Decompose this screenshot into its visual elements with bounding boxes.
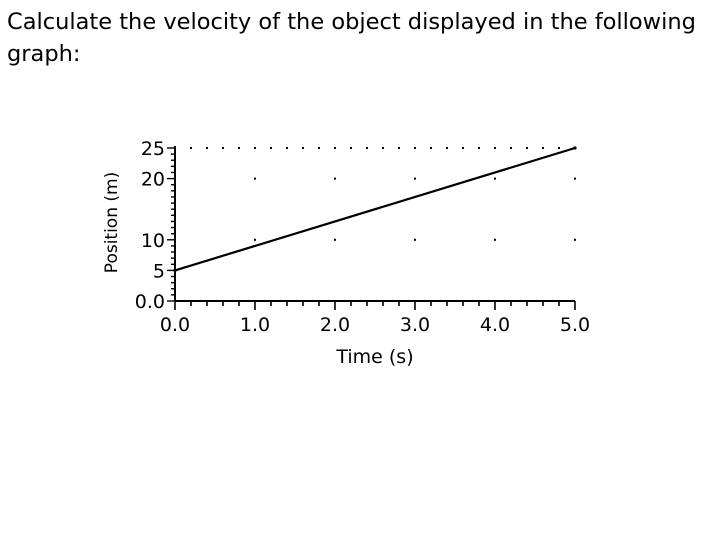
grid-dot [574, 177, 576, 180]
grid-dot [318, 147, 320, 149]
grid-dot [414, 147, 416, 149]
question-text: Calculate the velocity of the object dis… [7, 9, 696, 67]
grid-dot [414, 177, 416, 180]
grid-dot [334, 238, 336, 241]
position-time-chart: 0.0 1.0 2.0 3.0 4.0 5.0 0.0 5 10 20 25 Time (s) P… [102, 138, 590, 368]
data-point [173, 268, 177, 272]
axes [174, 146, 575, 302]
grid-dot [238, 147, 240, 149]
data-series [173, 146, 577, 272]
grid-dot [254, 238, 256, 241]
grid-dot [414, 238, 416, 241]
y-axis-label: Position (m) [102, 172, 122, 273]
series-line [174, 146, 576, 272]
grid-dot [366, 147, 368, 149]
x-tick-label: 1.0 [240, 314, 270, 336]
y-tick-label: 20 [141, 169, 165, 191]
data-point [573, 146, 577, 150]
grid-dot [206, 147, 208, 149]
x-tick-label: 4.0 [480, 314, 510, 336]
grid-dot [222, 147, 224, 149]
grid-dot [494, 238, 496, 241]
grid-dot [302, 147, 304, 149]
grid-dot [494, 177, 496, 180]
y-tick-label: 5 [153, 260, 165, 282]
x-tick-label: 5.0 [560, 314, 590, 336]
grid-dot [270, 147, 272, 149]
grid-dot [462, 147, 464, 149]
grid-dot [478, 147, 480, 149]
grid-dot [526, 147, 528, 149]
grid-dot [254, 177, 256, 180]
grid-dot [574, 238, 576, 241]
grid-dot [510, 147, 512, 149]
y-tick-labels: 0.0 5 10 20 25 [135, 138, 165, 313]
grid-dot [190, 147, 192, 149]
grid-dot [286, 147, 288, 149]
x-tick-labels: 0.0 1.0 2.0 3.0 4.0 5.0 [160, 314, 590, 336]
grid-dot [382, 147, 384, 149]
grid-dot [334, 177, 336, 180]
grid-dot [254, 147, 256, 149]
grid-dot [446, 147, 448, 149]
x-tick-label: 3.0 [400, 314, 430, 336]
grid-dots [190, 147, 576, 241]
x-tick-label: 2.0 [320, 314, 350, 336]
grid-dot [430, 147, 432, 149]
grid-dot [398, 147, 400, 149]
grid-dot [542, 147, 544, 149]
tick-marks [167, 147, 576, 310]
grid-dot [558, 147, 560, 149]
y-tick-label: 25 [141, 138, 165, 160]
grid-dot [494, 147, 496, 149]
y-tick-label: 10 [141, 230, 165, 252]
y-tick-label: 0.0 [135, 291, 165, 313]
x-axis-label: Time (s) [335, 346, 413, 368]
x-tick-label: 0.0 [160, 314, 190, 336]
grid-dot [334, 147, 336, 149]
grid-dot [350, 147, 352, 149]
